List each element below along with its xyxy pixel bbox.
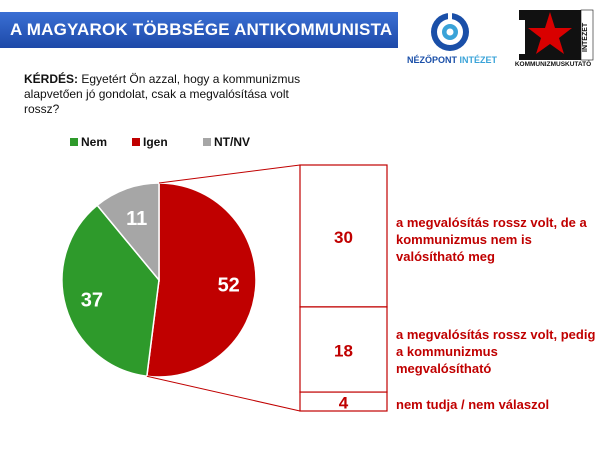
red-star-logo-icon: INTÉZET KOMMUNIZMUSKUTATÓ (515, 9, 594, 68)
breakdown-value-1: 30 (334, 228, 353, 247)
logo2-main-text: KOMMUNIZMUSKUTATÓ (515, 59, 591, 68)
legend-label-igen: Igen (143, 135, 168, 149)
legend-swatch-nem (70, 137, 78, 146)
legend-item-nem: Nem (70, 135, 107, 149)
nezopont-logo-icon (431, 11, 469, 51)
legend-label-ntnv: NT/NV (214, 135, 250, 149)
connector-line-top (158, 164, 301, 184)
breakdown-segment-1 (299, 164, 388, 308)
legend-item-igen: Igen (132, 135, 168, 149)
nezopont-logo-text-a: NÉZŐPONT (406, 55, 457, 65)
title-bar: A MAGYAROK TÖBBSÉGE ANTIKOMMUNISTA (0, 12, 398, 48)
connector-line-bottom (146, 375, 301, 412)
pie-slice-ntnv (96, 182, 160, 283)
nezopont-logo: NÉZŐPONT INTÉZET (402, 8, 502, 66)
question-text: Egyetért Ön azzal, hogy a kommunizmus al… (24, 72, 301, 116)
pie-label-ntnv: 11 (126, 208, 147, 230)
page-title: A MAGYAROK TÖBBSÉGE ANTIKOMMUNISTA (10, 20, 393, 39)
breakdown-value-3: 4 (339, 394, 349, 413)
question-label: KÉRDÉS (24, 72, 75, 86)
nezopont-logo-text-b: INTÉZET (459, 55, 498, 65)
nezopont-logo-text: NÉZŐPONT INTÉZET (402, 55, 502, 65)
legend-item-ntnv: NT/NV (203, 135, 250, 149)
breakdown-desc-3: nem tudja / nem válaszol (396, 397, 550, 412)
pie-slice-igen (146, 182, 257, 378)
breakdown-segment-3 (299, 391, 388, 412)
breakdown-desc-2: a megvalósítás rossz volt, pedig a kommu… (396, 327, 596, 376)
legend-label-nem: Nem (81, 135, 108, 149)
breakdown-desc-1: a megvalósítás rossz volt, de a kommuniz… (396, 215, 587, 264)
breakdown-value-2: 18 (334, 342, 353, 361)
breakdown-segment-2 (299, 306, 388, 393)
legend-swatch-igen (132, 137, 140, 146)
pie-label-igen: 52 (218, 274, 240, 296)
pie-slice-nem (61, 204, 160, 378)
question-block: KÉRDÉS: Egyetért Ön azzal, hogy a kommun… (24, 72, 301, 116)
kommunizmuskutato-logo: INTÉZET KOMMUNIZMUSKUTATÓ (515, 6, 597, 68)
legend-swatch-ntnv (203, 137, 211, 146)
logo2-side-text: INTÉZET (580, 22, 589, 52)
pie-label-nem: 37 (81, 289, 103, 311)
